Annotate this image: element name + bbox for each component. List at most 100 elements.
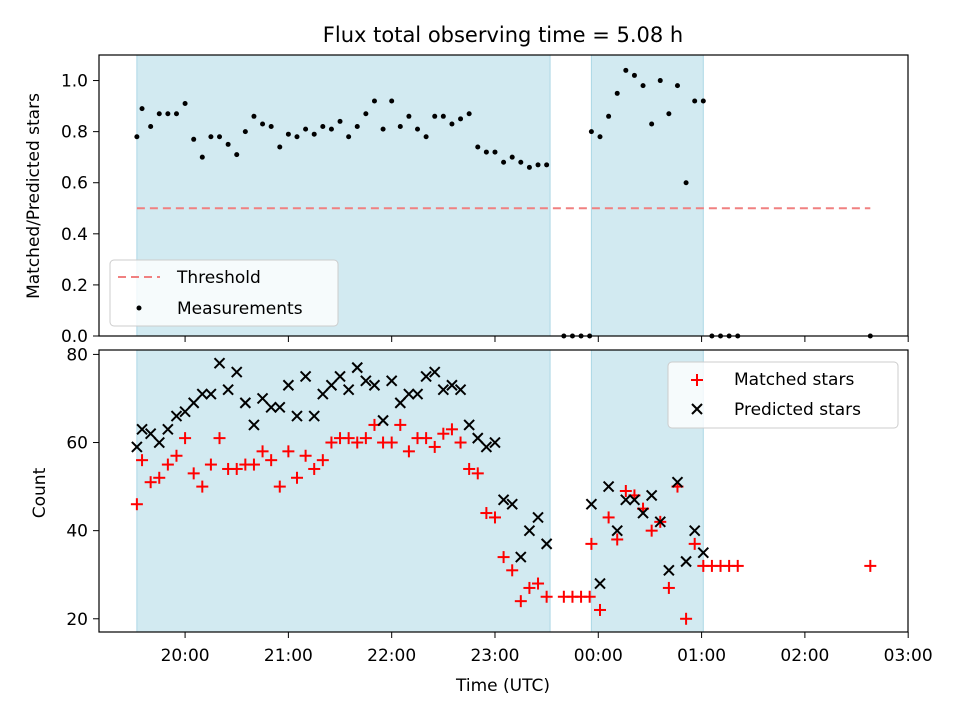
y-tick-label: 0.2 [61, 276, 88, 296]
measurement-point [657, 78, 663, 84]
measurement-point [423, 134, 429, 140]
top-legend-box [109, 259, 339, 327]
measurement-point [217, 134, 223, 140]
matched-star-point [662, 581, 675, 594]
chart-title: Flux total observing time = 5.08 h [323, 23, 683, 47]
predicted-star-point [671, 476, 684, 488]
matched-star-point [196, 480, 209, 493]
measurement-point [683, 180, 689, 186]
measurement-point [380, 126, 386, 132]
top-panel: 0.0 0.2 0.4 0.6 0.8 1.0 Matched/Predicted sta… [24, 54, 909, 347]
predicted-star-point [265, 401, 277, 413]
matched-star-point [265, 454, 278, 467]
predicted-star-point [351, 361, 363, 374]
measurement-point [406, 113, 412, 119]
top-legend: Threshold Measurements [109, 259, 339, 327]
matched-star-point [402, 445, 415, 458]
predicted-star-point [454, 383, 467, 396]
measurement-point [268, 124, 274, 130]
bottom-axes-frame [98, 349, 909, 633]
predicted-star-point [334, 370, 346, 383]
measurement-point [182, 101, 188, 107]
predicted-star-point [187, 397, 200, 409]
matched-star-point [532, 577, 545, 590]
matched-star-point [611, 533, 624, 546]
matched-star-point [480, 507, 493, 520]
predicted-star-point [131, 441, 143, 453]
measurement-point [134, 134, 140, 140]
measurement-point [692, 98, 698, 104]
matched-star-point [144, 476, 157, 489]
measurement-point [242, 129, 248, 135]
matched-star-point [688, 537, 701, 550]
matched-star-point [619, 485, 632, 497]
measurement-point [328, 126, 334, 132]
matched-star-point [316, 454, 329, 467]
predicted-star-point [291, 410, 303, 422]
measurement-point [389, 98, 395, 104]
y-tick-label: 0.0 [61, 327, 88, 347]
matched-star-point [308, 462, 321, 475]
measurement-point [666, 111, 672, 117]
y-tick-label: 20 [66, 610, 88, 630]
matched-star-point [273, 480, 286, 493]
measurement-point [337, 118, 343, 124]
top-y-ticks: 0.0 0.2 0.4 0.6 0.8 1.0 [61, 72, 99, 347]
predicted-star-point [170, 410, 183, 422]
legend-measurements-label: Measurements [177, 299, 303, 319]
predicted-star-point [162, 423, 174, 436]
x-tick-label: 20:00 [161, 646, 210, 666]
predicted-star-point [532, 511, 544, 524]
matched-star-point [488, 511, 501, 524]
y-tick-label: 60 [66, 434, 88, 454]
predicted-star-point [594, 577, 606, 590]
predicted-star-point [688, 524, 701, 537]
measurement-point [475, 144, 481, 150]
predicted-star-point [497, 494, 510, 506]
measurement-point [501, 159, 507, 165]
shaded-interval [590, 54, 704, 337]
matched-star-point [213, 432, 226, 445]
measurement-point [285, 131, 291, 137]
predicted-star-point [506, 498, 518, 510]
predicted-star-point [317, 388, 329, 400]
predicted-star-point [213, 357, 226, 369]
matched-star-point [602, 511, 615, 524]
matched-star-point [130, 498, 143, 511]
measurement-point [199, 154, 205, 160]
legend-threshold-label: Threshold [176, 268, 261, 288]
predicted-star-point [585, 498, 598, 510]
measurement-point [346, 134, 352, 140]
y-tick-label: 0.4 [61, 225, 88, 245]
predicted-star-point [515, 551, 527, 563]
predicted-star-point [342, 383, 355, 396]
predicted-star-point [385, 375, 398, 387]
x-tick-label: 21:00 [264, 646, 313, 666]
x-tick-label: 02:00 [780, 646, 829, 666]
predicted-star-point [144, 428, 157, 440]
matched-star-point [325, 436, 338, 449]
measurement-point [440, 113, 446, 119]
measurement-point [606, 113, 612, 119]
top-x-ticks [184, 336, 909, 342]
matched-star-point [153, 471, 166, 484]
measurement-point [397, 124, 403, 130]
matched-star-point [864, 559, 877, 572]
bottom-x-ticks: 20:00 21:00 22:00 23:00 00:00 01:00 02:00 03:00 [161, 632, 933, 666]
y-tick-label: 0.8 [61, 123, 88, 143]
matched-star-point [420, 432, 433, 445]
matched-star-point [437, 427, 450, 440]
top-axes-frame [98, 54, 909, 337]
measurement-point [165, 111, 171, 117]
matched-star-point [514, 595, 527, 608]
bottom-legend: Matched stars Predicted stars [667, 361, 899, 429]
measurement-point [432, 113, 438, 119]
measurement-point [415, 126, 421, 132]
matched-star-point [359, 432, 372, 445]
bottom-series [130, 357, 877, 625]
matched-star-point [179, 432, 192, 445]
measurement-point [649, 121, 655, 127]
matched-star-point [282, 445, 295, 458]
measurement-point [492, 149, 498, 155]
x-tick-label: 01:00 [677, 646, 726, 666]
